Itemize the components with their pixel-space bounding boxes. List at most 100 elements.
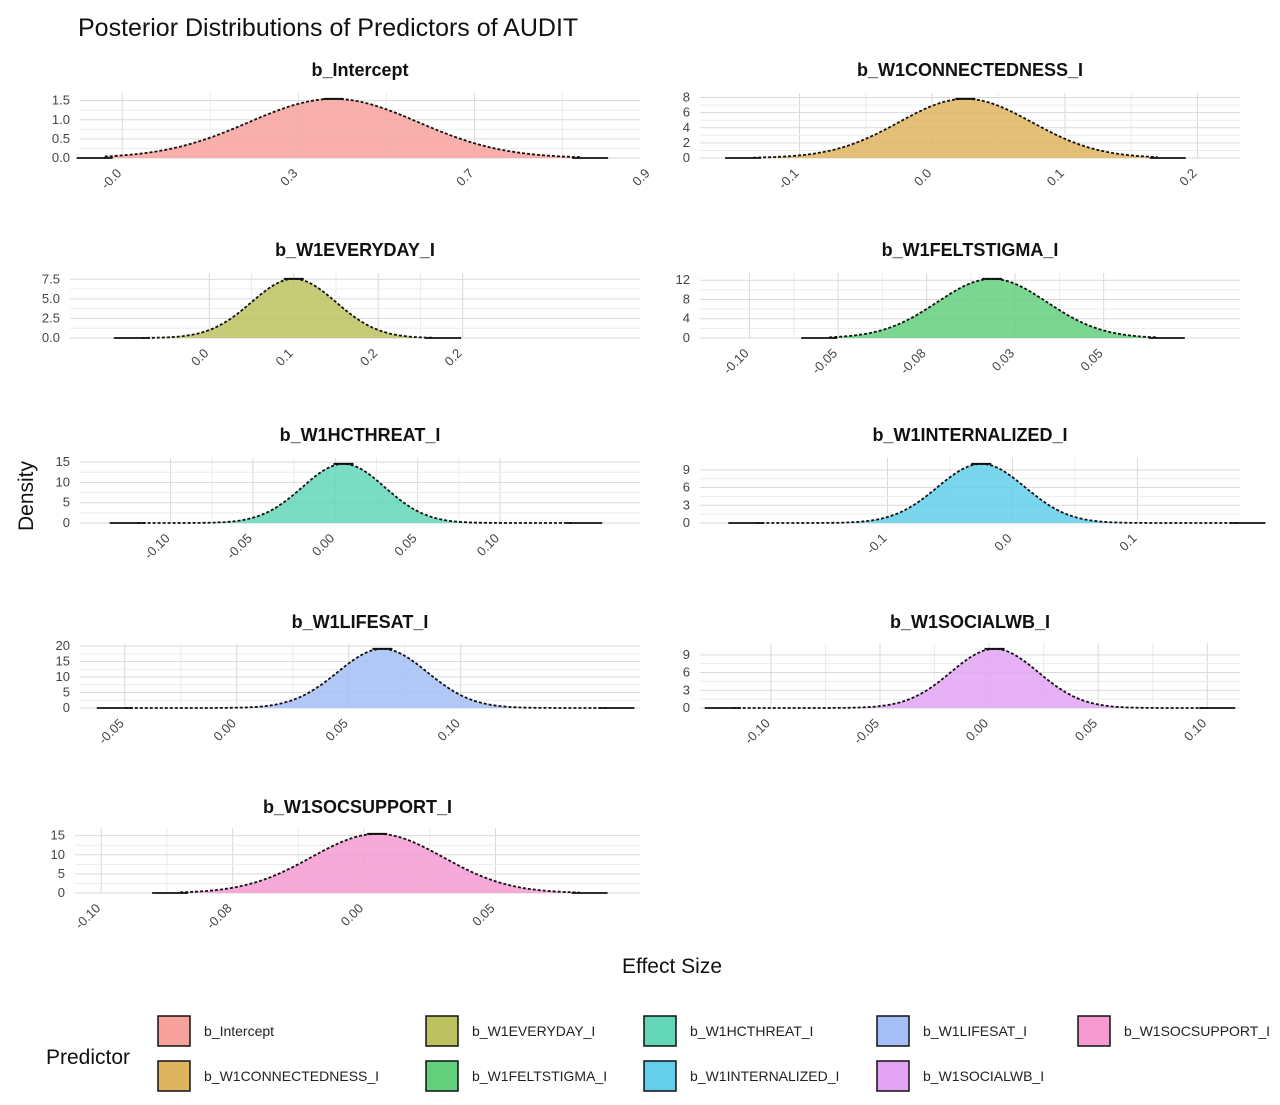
y-tick-label: 0 [683, 515, 690, 530]
y-tick-label: 0 [683, 150, 690, 165]
legend-label: b_W1INTERNALIZED_I [690, 1068, 839, 1084]
legend-item-b-w1socialwb-i: b_W1SOCIALWB_I [876, 1060, 1044, 1092]
legend-label: b_W1HCTHREAT_I [690, 1023, 813, 1039]
legend-item-b-w1everyday-i: b_W1EVERYDAY_I [425, 1015, 595, 1047]
y-tick-label: 8 [683, 90, 690, 105]
legend-item-b-intercept: b_Intercept [157, 1015, 274, 1047]
legend-item-b-w1internalized-i: b_W1INTERNALIZED_I [643, 1060, 839, 1092]
density-area [756, 463, 1238, 523]
y-tick-label: 0.0 [42, 330, 60, 345]
y-tick-label: 0 [63, 700, 70, 715]
density-area [141, 278, 434, 338]
x-tick-label: 0.0 [911, 166, 934, 189]
x-tick-label: 0.00 [963, 716, 992, 745]
y-tick-label: 4 [683, 120, 690, 135]
legend-swatch [643, 1060, 677, 1092]
y-tick-label: 20 [56, 638, 70, 653]
y-axis-label: Density [15, 460, 38, 531]
x-tick-label: 0.2 [441, 346, 464, 369]
y-tick-label: 4 [683, 311, 690, 326]
x-tick-label: -0.08 [203, 901, 235, 933]
legend-label: b_Intercept [204, 1023, 274, 1039]
x-tick-label: -0.0 [98, 166, 124, 192]
legend-item-b-w1feltstigma-i: b_W1FELTSTIGMA_I [425, 1060, 607, 1092]
y-tick-label: 1.0 [52, 112, 70, 127]
density-area [104, 98, 581, 158]
legend-label: b_W1SOCIALWB_I [923, 1068, 1044, 1084]
y-tick-label: 5 [63, 495, 70, 510]
legend-item-b-w1connectedness-i: b_W1CONNECTEDNESS_I [157, 1060, 379, 1092]
y-tick-label: 0.0 [52, 150, 70, 165]
x-tick-label: 0.1 [273, 346, 296, 369]
y-tick-label: 0 [63, 515, 70, 530]
panel-title: b_W1LIFESAT_I [292, 612, 429, 632]
legend-label: b_W1CONNECTEDNESS_I [204, 1068, 379, 1084]
legend-swatch [425, 1015, 459, 1047]
density-outline [732, 647, 1208, 709]
y-tick-label: 15 [51, 828, 65, 843]
y-tick-label: 7.5 [42, 271, 60, 286]
x-tick-label: -0.1 [863, 531, 889, 557]
x-tick-label: -0.05 [851, 716, 883, 748]
legend-swatch [425, 1060, 459, 1092]
x-tick-label: 0.10 [1181, 716, 1210, 745]
x-tick-label: 0.05 [469, 901, 498, 930]
y-tick-label: 8 [683, 291, 690, 306]
x-tick-label: 0.05 [391, 530, 420, 559]
density-outline [137, 463, 575, 524]
legend-swatch [643, 1015, 677, 1047]
y-tick-label: 10 [56, 474, 70, 489]
x-tick-label: 0.00 [338, 901, 367, 930]
legend-title: Predictor [46, 1046, 130, 1069]
legend-swatch [157, 1060, 191, 1092]
x-tick-label: 0.1 [1044, 166, 1067, 189]
x-tick-label: 0.0 [991, 531, 1014, 554]
panel-b-w1socsupport-i: b_W1SOCSUPPORT_I 0 5 10 15 -0.10 -0.08 0.00 0.05 [51, 797, 640, 932]
legend-label: b_W1FELTSTIGMA_I [472, 1068, 607, 1084]
y-tick-label: 0 [58, 885, 65, 900]
legend-item-b-w1socsupport-i: b_W1SOCSUPPORT_I [1077, 1015, 1270, 1047]
x-tick-label: 0.2 [1176, 165, 1199, 188]
panel-b-w1everyday-i: b_W1EVERYDAY_I 0.0 2.5 5.0 7.5 0.0 0.1 0.2 0.2 [42, 240, 640, 369]
y-tick-label: 10 [56, 669, 70, 684]
density-area [829, 278, 1157, 338]
y-tick-label: 9 [683, 462, 690, 477]
x-tick-label: -0.10 [741, 716, 773, 748]
x-tick-label: 0.03 [989, 345, 1018, 374]
panel-title: b_W1HCTHREAT_I [280, 425, 441, 445]
x-tick-label: 0.10 [474, 531, 503, 560]
y-tick-label: 3 [683, 497, 690, 512]
x-tick-label: 0.9 [629, 166, 652, 189]
panel-b-w1socialwb-i: b_W1SOCIALWB_I 0 3 6 9 -0.10 -0.05 0.00 0.05 0.10… [683, 612, 1240, 748]
x-tick-label: 0.05 [322, 716, 351, 745]
legend-swatch [157, 1015, 191, 1047]
x-tick-label: 0.00 [309, 531, 338, 560]
x-tick-label: 0.2 [357, 345, 380, 368]
x-tick-label: -0.10 [141, 531, 173, 563]
y-tick-label: 3 [683, 682, 690, 697]
x-tick-label: 0.7 [453, 166, 476, 189]
y-tick-label: 0 [683, 330, 690, 345]
x-tick-label: 0.1 [1116, 531, 1139, 554]
y-tick-label: 9 [683, 647, 690, 662]
chart-title: Posterior Distributions of Predictors of… [78, 14, 578, 42]
y-tick-label: 6 [683, 105, 690, 120]
y-tick-label: 0.5 [52, 131, 70, 146]
panel-title: b_Intercept [311, 60, 408, 80]
x-tick-label: 0.05 [1077, 346, 1106, 375]
panel-title: b_W1EVERYDAY_I [275, 240, 435, 260]
density-outline [753, 98, 1158, 159]
density-area [180, 833, 580, 893]
density-area [753, 98, 1158, 158]
panel-title: b_W1INTERNALIZED_I [872, 425, 1067, 445]
panel-b-w1hcthreat-i: b_W1HCTHREAT_I 0 5 10 15 -0.10 -0.05 0.00 0.05 0.… [56, 425, 640, 562]
x-tick-label: -0.08 [897, 345, 929, 377]
density-area [732, 648, 1208, 708]
panel-title: b_W1SOCIALWB_I [890, 612, 1050, 632]
density-area [124, 648, 607, 708]
y-tick-label: 6 [683, 480, 690, 495]
x-tick-label: 0.3 [277, 166, 300, 189]
y-tick-label: 1.5 [52, 93, 70, 108]
